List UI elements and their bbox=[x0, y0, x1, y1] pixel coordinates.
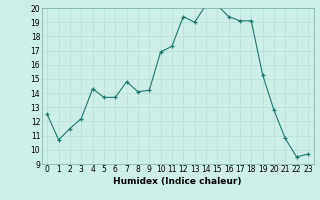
X-axis label: Humidex (Indice chaleur): Humidex (Indice chaleur) bbox=[113, 177, 242, 186]
